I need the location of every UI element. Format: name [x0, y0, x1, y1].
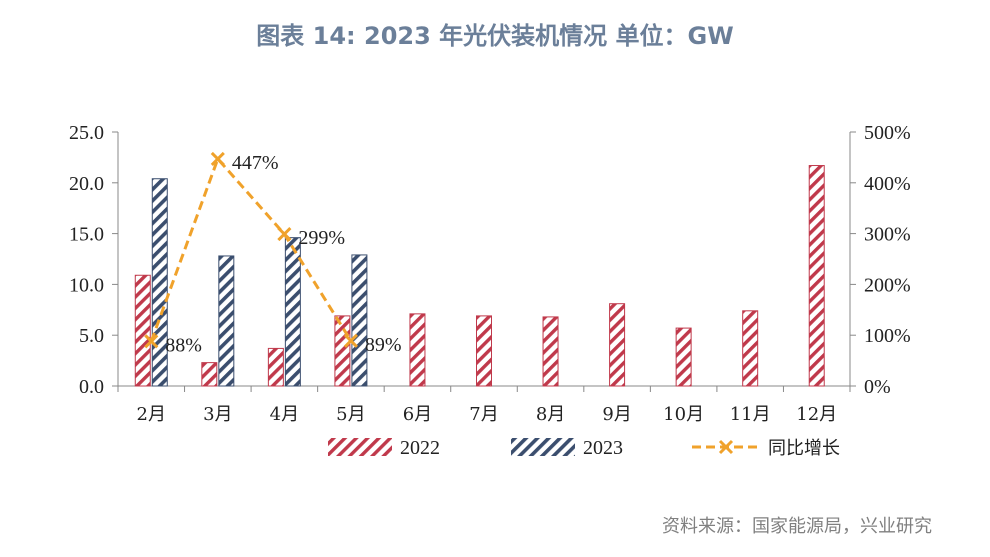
x-tick-label: 12月 [796, 404, 837, 425]
x-tick-label: 7月 [469, 404, 498, 425]
yoy-point-marker [210, 151, 225, 166]
yoy-data-label: 447% [232, 152, 279, 174]
bar-2023 [151, 178, 168, 387]
y-tick-label-right: 300% [864, 224, 911, 246]
legend-label-2022: 2022 [400, 437, 440, 459]
legend-marker-yoy [718, 439, 734, 455]
y-tick-label-right: 200% [864, 274, 911, 296]
legend-swatch-2022 [328, 438, 392, 456]
yoy-data-label: 89% [365, 334, 402, 356]
bar-2023 [351, 254, 368, 387]
legend: 2022 2023 同比增长 [328, 437, 840, 459]
x-tick-label: 8月 [536, 404, 565, 425]
bar-2022 [808, 165, 825, 387]
yoy-point-marker [144, 334, 159, 349]
x-tick-label: 3月 [203, 404, 232, 425]
y-tick-label-left: 10.0 [69, 274, 104, 296]
legend-swatch-2023 [511, 438, 575, 456]
bar-2023 [218, 255, 235, 387]
bar-2022 [409, 313, 426, 387]
bar-2022 [476, 315, 492, 387]
x-tick-label: 11月 [730, 404, 771, 425]
y-tick-label-left: 20.0 [69, 173, 104, 195]
y-tick-label-left: 25.0 [69, 122, 104, 144]
bar-2022 [267, 347, 284, 387]
axes: 0.0 5.0 10.0 15.0 20.0 25.0 0% 100% 200% 300% 400%… [69, 122, 911, 425]
y-tick-label-right: 100% [864, 325, 911, 347]
y-tick-label-right: 500% [864, 122, 911, 144]
yoy-point-marker [277, 227, 292, 242]
y-tick-label-left: 0.0 [79, 376, 104, 398]
bar-2022 [542, 316, 559, 387]
data-labels: 88% 447% 299% 89% [165, 152, 401, 356]
bar-2023 [284, 237, 301, 387]
source-note: 资料来源：国家能源局，兴业研究 [662, 516, 932, 537]
bars [134, 165, 825, 387]
x-tick-label: 10月 [663, 404, 704, 425]
x-tick-label: 9月 [602, 404, 631, 425]
bar-2022 [675, 327, 692, 387]
yoy-series-line [149, 156, 353, 342]
chart-title: 图表 14: 2023 年光伏装机情况 单位：GW [256, 22, 734, 50]
bar-2022 [334, 315, 351, 387]
x-tick-label: 6月 [403, 404, 432, 425]
y-tick-label-left: 5.0 [79, 325, 104, 347]
bar-2022 [742, 310, 759, 387]
yoy-data-label: 88% [165, 334, 202, 356]
yoy-point-marker [343, 333, 358, 348]
legend-label-yoy: 同比增长 [768, 438, 840, 459]
yoy-data-label: 299% [298, 227, 345, 249]
bar-2022 [134, 274, 151, 387]
x-tick-label: 5月 [336, 404, 365, 425]
bar-2022 [201, 362, 218, 387]
y-tick-label-right: 400% [864, 173, 911, 195]
yoy-line [144, 151, 358, 349]
x-tick-label: 2月 [137, 404, 166, 425]
legend-label-2023: 2023 [583, 437, 623, 459]
x-tick-label: 4月 [270, 404, 299, 425]
bar-2022 [609, 303, 626, 387]
y-tick-label-left: 15.0 [69, 224, 104, 246]
y-tick-label-right: 0% [864, 376, 891, 398]
